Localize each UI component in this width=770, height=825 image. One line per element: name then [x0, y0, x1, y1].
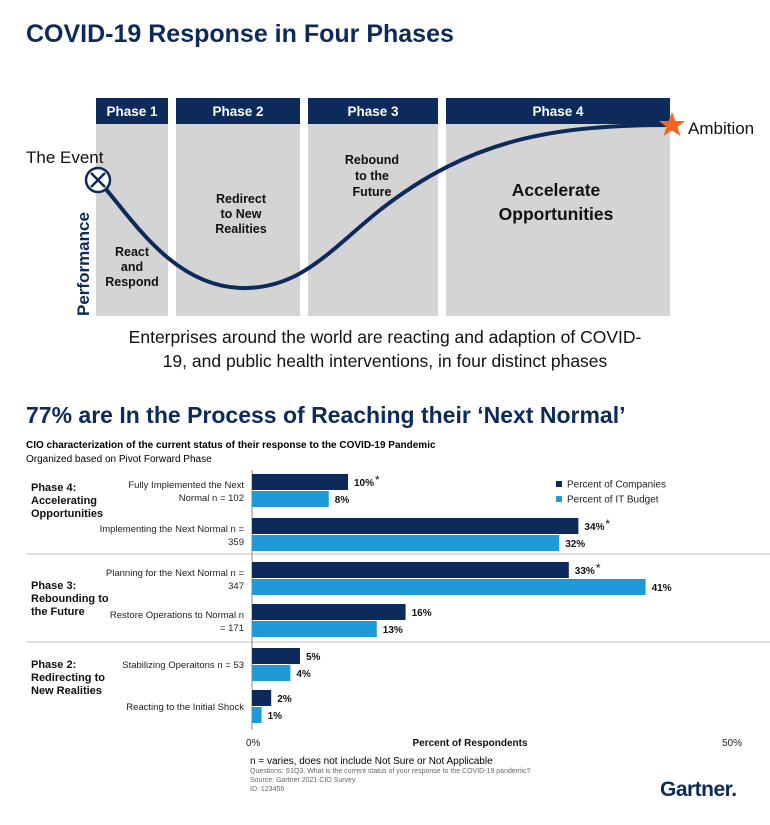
data-label-budget-2: 32%: [565, 539, 585, 550]
data-label-companies-1: 10%: [354, 478, 374, 489]
category-label-2-2: 359: [228, 537, 244, 548]
page-title: COVID-19 Response in Four Phases: [26, 20, 454, 48]
category-label-4-1: Restore Operations to Normal n: [110, 610, 244, 621]
group-label-2-1: Phase 3:: [31, 580, 76, 592]
phase-header-3: Phase 3: [347, 104, 399, 119]
group-label-1-2: Accelerating: [31, 495, 97, 507]
legend-swatch-2: [556, 496, 562, 502]
phase-header-1: Phase 1: [106, 104, 158, 119]
bar-budget-2: [252, 535, 560, 551]
significance-marker-2: *: [605, 517, 610, 531]
gartner-logo: Gartner.: [660, 778, 737, 801]
caption-line-2: 19, and public health interventions, in …: [162, 351, 608, 371]
phase-text-3-3: Future: [353, 185, 392, 199]
x-tick-2: 50%: [722, 738, 742, 749]
data-label-companies-6: 2%: [277, 694, 292, 705]
data-label-budget-6: 1%: [268, 711, 283, 722]
legend-label-1: Percent of Companies: [567, 480, 666, 491]
significance-marker-1: *: [375, 473, 380, 487]
bar-companies-6: [252, 690, 272, 706]
bar-companies-1: [252, 474, 348, 490]
category-label-5-1: Stabilizing Operaitons n = 53: [122, 660, 244, 671]
bar-budget-4: [252, 621, 377, 637]
event-marker-icon: [84, 166, 112, 194]
phase-header-2: Phase 2: [212, 104, 263, 119]
category-label-2-1: Implementing the Next Normal n =: [100, 524, 245, 535]
chart-subhead: CIO characterization of the current stat…: [26, 440, 436, 451]
phase-text-1-3: Respond: [105, 275, 158, 289]
phase-text-1-1: React: [115, 245, 150, 259]
phase-header-bg-2: [176, 98, 300, 124]
legend-label-2: Percent of IT Budget: [567, 495, 659, 506]
data-label-companies-4: 16%: [412, 608, 432, 619]
performance-curve: [96, 123, 674, 291]
category-label-3-2: 347: [228, 581, 244, 592]
x-axis-label: Percent of Respondents: [412, 738, 527, 749]
x-tick-1: 0%: [246, 738, 261, 749]
bar-budget-3: [252, 579, 646, 595]
bar-companies-3: [252, 562, 569, 578]
phase-text-3-2: to the: [355, 169, 389, 183]
data-label-budget-1: 8%: [335, 495, 350, 506]
id-note: ID: 123456: [250, 786, 285, 793]
phase-text-4-1: Accelerate: [512, 180, 601, 200]
source-note: Source: Gartner 2021 CIO Survey: [250, 777, 356, 784]
category-label-3-1: Planning for the Next Normal n =: [106, 568, 245, 579]
caption-line-1: Enterprises around the world are reactin…: [128, 327, 642, 347]
data-label-companies-2: 34%: [584, 522, 604, 533]
phase-box-4: [446, 98, 670, 316]
group-label-2-2: Rebounding to: [31, 593, 109, 605]
bar-companies-2: [252, 518, 579, 534]
phase-box-3: [308, 98, 438, 316]
event-label: The Event: [26, 148, 104, 167]
phase-box-2: [176, 98, 300, 316]
data-label-budget-3: 41%: [652, 583, 672, 594]
bar-budget-1: [252, 491, 329, 507]
chart-subhead-2: Organized based on Pivot Forward Phase: [26, 454, 212, 465]
phase-text-2-1: Redirect: [216, 192, 267, 206]
phase-text-2-3: Realities: [215, 222, 266, 236]
group-label-3-1: Phase 2:: [31, 659, 76, 671]
group-label-3-2: Redirecting to: [31, 672, 105, 684]
group-label-3-3: New Realities: [31, 685, 102, 697]
phase-text-3-1: Rebound: [345, 153, 399, 167]
group-label-1-3: Opportunities: [31, 508, 103, 520]
phase-header-bg-3: [308, 98, 438, 124]
phase-header-bg-1: [96, 98, 168, 124]
legend-swatch-1: [556, 481, 562, 487]
category-label-4-2: = 171: [220, 623, 244, 634]
group-label-2-3: the Future: [31, 606, 85, 618]
phase-box-1: [96, 98, 168, 316]
data-label-companies-5: 5%: [306, 652, 321, 663]
chart-section-title: 77% are In the Process of Reaching their…: [26, 402, 626, 428]
phase-text-4-2: Opportunities: [499, 204, 614, 224]
y-axis-label: Performance: [74, 212, 93, 316]
phase-header-4: Phase 4: [532, 104, 584, 119]
category-label-6-1: Reacting to the Initial Shock: [126, 702, 244, 713]
question-note: Questions: S1Q3: What is the current sta…: [250, 768, 531, 775]
category-label-1-1: Fully Implemented the Next: [128, 480, 244, 491]
footnote: n = varies, does not include Not Sure or…: [250, 756, 493, 767]
star-icon: [659, 112, 685, 136]
data-label-budget-4: 13%: [383, 625, 403, 636]
phase-text-2-2: to New: [221, 207, 262, 221]
data-label-companies-3: 33%: [575, 566, 595, 577]
phase-text-1-2: and: [121, 260, 143, 274]
bar-companies-4: [252, 604, 406, 620]
category-label-1-2: Normal n = 102: [179, 493, 244, 504]
bar-budget-6: [252, 707, 262, 723]
significance-marker-3: *: [596, 561, 601, 575]
phase-header-bg-4: [446, 98, 670, 124]
caption: Enterprises around the world are reactin…: [60, 325, 710, 373]
bar-companies-5: [252, 648, 300, 664]
ambition-label: Ambition: [688, 119, 754, 138]
bar-budget-5: [252, 665, 291, 681]
data-label-budget-5: 4%: [296, 669, 311, 680]
group-label-1-1: Phase 4:: [31, 482, 76, 494]
